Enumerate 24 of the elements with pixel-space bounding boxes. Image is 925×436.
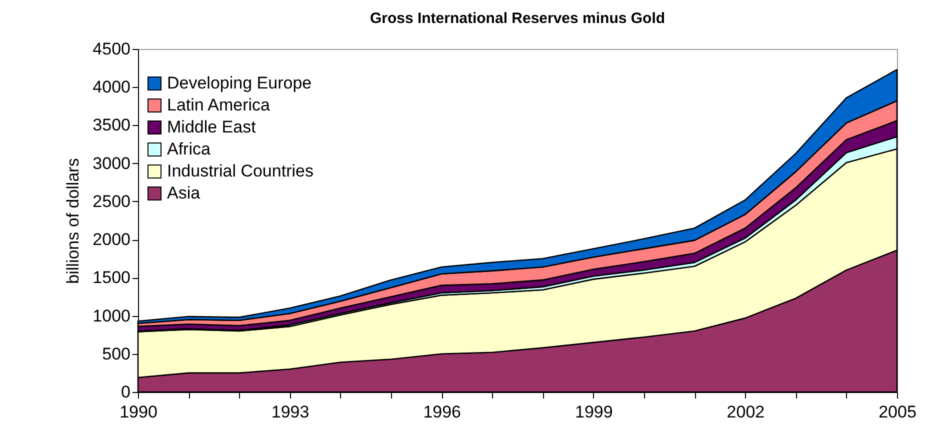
legend-label: Developing Europe	[167, 74, 312, 92]
legend-label: Asia	[167, 184, 201, 202]
legend-label: Latin America	[167, 96, 271, 114]
y-tick-label: 500	[102, 344, 130, 364]
y-tick-label: 1000	[92, 306, 130, 326]
y-tick-label: 4500	[92, 40, 130, 58]
chart-title: Gross International Reserves minus Gold	[370, 10, 666, 27]
x-tick-label: 1993	[271, 402, 310, 422]
x-tick-label: 1999	[574, 402, 613, 422]
y-tick-label: 1500	[92, 268, 130, 288]
y-tick-label: 2000	[92, 230, 130, 250]
x-tick-label: 1996	[423, 402, 462, 422]
y-tick-label: 2500	[92, 192, 130, 211]
x-tick-label: 2002	[726, 402, 765, 422]
y-tick-label: 0	[121, 382, 130, 402]
y-tick-label: 4000	[92, 78, 130, 97]
y-tick-label: 3500	[92, 116, 130, 135]
legend-label: Middle East	[167, 118, 256, 136]
legend-label: Industrial Countries	[167, 162, 314, 180]
x-tick-label: 1990	[120, 402, 158, 422]
x-tick-label: 2005	[878, 402, 916, 422]
y-axis-title: billions of dollars	[64, 158, 83, 284]
legend-label: Africa	[167, 140, 211, 158]
y-tick-label: 3000	[92, 154, 130, 173]
